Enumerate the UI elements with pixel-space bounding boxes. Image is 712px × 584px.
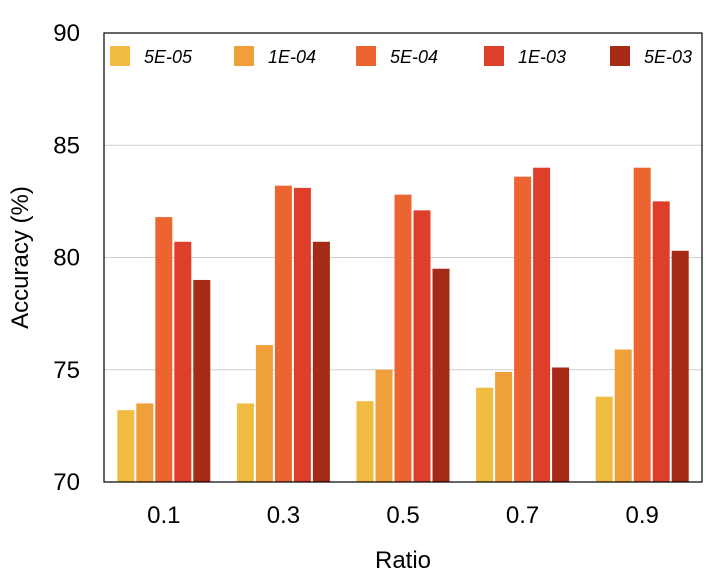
y-tick-label: 70	[53, 469, 80, 496]
x-tick-label: 0.1	[147, 502, 180, 529]
bar-5E-04-0.5	[394, 194, 412, 482]
legend-swatch	[234, 46, 254, 66]
legend-swatch	[610, 46, 630, 66]
bar-5E-04-0.9	[633, 167, 651, 482]
y-tick-label: 85	[53, 132, 80, 159]
bar-1E-04-0.5	[375, 369, 393, 482]
bar-1E-04-0.1	[136, 403, 154, 482]
legend-label: 5E-04	[390, 47, 438, 67]
bar-5E-05-0.9	[595, 396, 613, 482]
bar-1E-03-0.9	[652, 201, 670, 482]
bars	[117, 167, 689, 483]
y-axis-title: Accuracy (%)	[7, 186, 34, 329]
legend-label: 1E-03	[518, 47, 566, 67]
bar-5E-03-0.1	[193, 279, 211, 482]
bar-5E-04-0.7	[514, 176, 532, 482]
legend-label: 1E-04	[268, 47, 316, 67]
plot-frame	[103, 32, 703, 483]
bar-5E-05-0.5	[356, 401, 374, 482]
x-tick-label: 0.9	[626, 502, 659, 529]
bar-5E-03-0.5	[432, 268, 450, 482]
bar-5E-03-0.9	[671, 250, 689, 482]
legend-swatch	[484, 46, 504, 66]
legend-label: 5E-03	[644, 47, 692, 67]
bar-1E-03-0.7	[533, 167, 551, 482]
x-tick-label: 0.3	[267, 502, 300, 529]
bar-1E-03-0.3	[293, 187, 311, 482]
bar-5E-03-0.7	[552, 367, 570, 482]
bar-1E-04-0.9	[614, 349, 632, 482]
y-tick-labels: 70 75 80 85 90	[53, 20, 80, 496]
x-tick-label: 0.5	[386, 502, 419, 529]
bar-5E-05-0.3	[236, 403, 254, 482]
bar-1E-04-0.7	[495, 371, 513, 482]
legend-swatch	[110, 46, 130, 66]
legend-label: 5E-05	[144, 47, 193, 67]
y-tick-label: 90	[53, 20, 80, 47]
legend: 5E-05 1E-04 5E-04 1E-03 5E-03	[110, 46, 692, 67]
y-tick-label: 80	[53, 245, 80, 272]
bar-5E-05-0.7	[476, 387, 494, 482]
bar-5E-03-0.3	[312, 241, 330, 482]
bar-1E-04-0.3	[255, 345, 273, 482]
x-tick-label: 0.7	[506, 502, 539, 529]
x-axis-title: Ratio	[375, 547, 431, 574]
bar-5E-04-0.3	[274, 185, 292, 482]
bar-5E-04-0.1	[155, 217, 173, 482]
bar-1E-03-0.1	[174, 241, 192, 482]
x-tick-labels: 0.1 0.3 0.5 0.7 0.9	[147, 502, 659, 529]
bar-5E-05-0.1	[117, 410, 135, 482]
y-tick-label: 75	[53, 357, 80, 384]
bar-1E-03-0.5	[413, 210, 431, 483]
legend-swatch	[356, 46, 376, 66]
